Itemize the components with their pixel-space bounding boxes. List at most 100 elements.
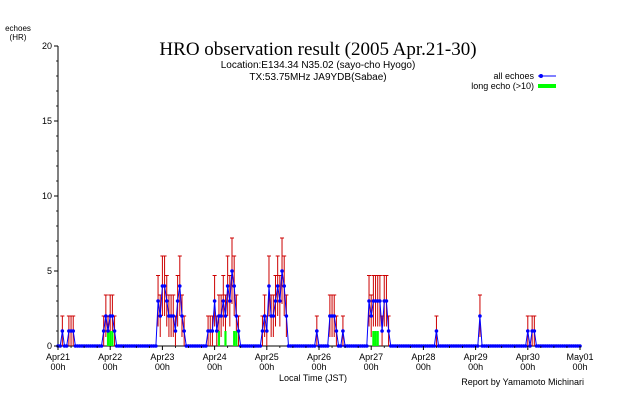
- x-tick-label: May01: [566, 352, 593, 362]
- all-echoes-point: [112, 329, 117, 333]
- all-echoes-point: [334, 329, 339, 333]
- all-echoes-point: [104, 314, 108, 318]
- all-echoes-point: [154, 344, 158, 348]
- all-echoes-point: [223, 314, 228, 318]
- long-echo-bar: [111, 331, 114, 346]
- all-echoes-point: [523, 344, 528, 348]
- x-tick-label: Apr25: [255, 352, 279, 362]
- all-echoes-point: [110, 314, 115, 318]
- all-echoes-series: [56, 269, 582, 348]
- all-echoes-point: [164, 299, 169, 303]
- long-echo-bar: [374, 331, 377, 346]
- all-echoes-point: [315, 329, 319, 333]
- long-echo-bar: [224, 331, 227, 346]
- error-bars: [60, 237, 537, 346]
- x-tick-sublabel: 00h: [259, 362, 274, 372]
- all-echoes-point: [162, 284, 167, 288]
- legend-label-long-echo: long echo (>10): [471, 81, 534, 91]
- x-tick-label: Apr23: [150, 352, 174, 362]
- long-echo-bar: [372, 331, 375, 346]
- all-echoes-point: [341, 329, 345, 333]
- all-echoes-point: [280, 269, 284, 273]
- all-echoes-point: [210, 329, 215, 333]
- x-tick-label: Apr21: [46, 352, 70, 362]
- legend-swatch-long-echo: [538, 84, 556, 88]
- all-echoes-point: [228, 299, 232, 303]
- y-tick-label: 5: [47, 266, 52, 276]
- x-axis-label: Local Time (JST): [279, 373, 347, 383]
- all-echoes-point: [262, 314, 267, 318]
- all-echoes-point: [234, 314, 239, 318]
- all-echoes-point: [173, 329, 178, 333]
- all-echoes-point: [158, 314, 163, 318]
- all-echoes-point: [267, 284, 271, 288]
- all-echoes-point: [182, 329, 186, 333]
- x-tick-sublabel: 00h: [207, 362, 222, 372]
- all-echoes-point: [532, 329, 537, 333]
- all-echoes-point: [271, 314, 276, 318]
- all-echoes-point: [325, 344, 330, 348]
- all-echoes-point: [225, 284, 230, 288]
- x-tick-label: Apr22: [98, 352, 122, 362]
- plot-area: [57, 46, 580, 347]
- all-echoes-point: [230, 269, 234, 273]
- x-tick-sublabel: 00h: [364, 362, 379, 372]
- all-echoes-point: [214, 329, 219, 333]
- all-echoes-point: [64, 344, 69, 348]
- all-echoes-point: [275, 284, 280, 288]
- all-echoes-point: [338, 344, 343, 348]
- chart-subtitle-location: Location:E134.34 N35.02 (sayo-cho Hyogo): [221, 60, 416, 71]
- x-tick-label: Apr28: [411, 352, 435, 362]
- all-echoes-point: [58, 344, 62, 348]
- all-echoes-point: [432, 344, 437, 348]
- long-echo-bar: [233, 331, 236, 346]
- x-tick-sublabel: 00h: [416, 362, 431, 372]
- all-echoes-point: [221, 299, 226, 303]
- all-echoes-point: [219, 314, 223, 318]
- all-echoes-point: [265, 329, 269, 333]
- all-echoes-point: [369, 314, 374, 318]
- x-tick-label: Apr30: [516, 352, 540, 362]
- long-echo-bar: [109, 331, 112, 346]
- all-echoes-point: [71, 329, 76, 333]
- x-tick-label: Apr29: [464, 352, 488, 362]
- all-echoes-point: [365, 344, 369, 348]
- long-echo-bars: [106, 331, 379, 346]
- long-echo-bar: [106, 331, 110, 346]
- all-echoes-point: [528, 344, 532, 348]
- all-echoes-line: [58, 270, 580, 347]
- all-echoes-point: [106, 329, 110, 333]
- all-echoes-point: [232, 284, 236, 288]
- y-axis-label-line2: (HR): [10, 33, 27, 42]
- all-echoes-point: [156, 299, 160, 303]
- all-echoes-point: [236, 329, 241, 333]
- all-echoes-point: [178, 284, 182, 288]
- x-tick-sublabel: 00h: [520, 362, 535, 372]
- y-tick-label: 20: [42, 41, 52, 51]
- all-echoes-point: [434, 329, 439, 333]
- all-echoes-point: [258, 344, 263, 348]
- y-tick-label: 10: [42, 191, 52, 201]
- all-echoes-point: [99, 344, 104, 348]
- all-echoes-point: [60, 329, 65, 333]
- all-echoes-point: [204, 344, 208, 348]
- all-echoes-point: [273, 299, 278, 303]
- x-tick-sublabel: 00h: [103, 362, 118, 372]
- all-echoes-point: [526, 329, 530, 333]
- all-echoes-point: [278, 299, 282, 303]
- all-echoes-point: [478, 314, 482, 318]
- x-tick-sublabel: 00h: [50, 362, 65, 372]
- legend: all echoes long echo (>10): [471, 71, 556, 91]
- all-echoes-point: [332, 314, 337, 318]
- all-echoes-point: [175, 299, 180, 303]
- x-tick-sublabel: 00h: [572, 362, 587, 372]
- credit-text: Report by Yamamoto Michinari: [461, 377, 584, 387]
- axis-ticks: 05101520Apr2100hApr2200hApr2300hApr2400h…: [42, 41, 594, 372]
- all-echoes-point: [282, 284, 287, 288]
- legend-marker-all-echoes: [539, 74, 543, 78]
- y-tick-label: 0: [47, 341, 52, 351]
- all-echoes-point: [284, 314, 289, 318]
- all-echoes-point: [475, 344, 480, 348]
- y-axis-label-line1: echoes: [5, 24, 31, 33]
